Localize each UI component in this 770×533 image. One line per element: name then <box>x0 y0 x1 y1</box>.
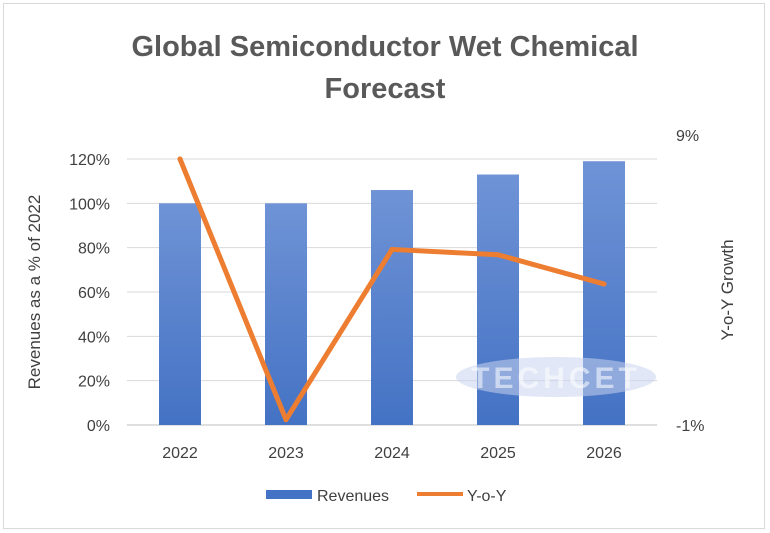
chart-title-line-1: Global Semiconductor Wet Chemical <box>131 31 638 63</box>
legend: Revenues Y-o-Y <box>266 488 507 505</box>
x-tick-label: 2024 <box>374 445 410 462</box>
y-axis-label: Revenues as a % of 2022 <box>25 195 44 390</box>
watermark-text: TECHCET <box>471 362 641 395</box>
y2-tick-label: 9% <box>676 128 699 145</box>
watermark: TECHCET <box>456 357 656 397</box>
yoy-point <box>177 156 183 162</box>
revenue-bar <box>371 190 413 425</box>
y-tick-label: 20% <box>78 374 110 391</box>
chart-title-line-2: Forecast <box>325 73 446 105</box>
legend-swatch-revenues <box>266 490 312 499</box>
left-axis-ticks: 0% 20% 40% 60% 80% 100% 120% <box>69 152 110 435</box>
y-tick-label: 60% <box>78 285 110 302</box>
right-axis-ticks: -1% 9% <box>676 128 704 435</box>
revenue-bar <box>159 203 201 425</box>
y2-axis-label: Y-o-Y Growth <box>718 239 737 340</box>
x-tick-label: 2022 <box>162 445 198 462</box>
x-axis-ticks: 2022 2023 2024 2025 2026 <box>162 445 622 462</box>
legend-label-yoy: Y-o-Y <box>467 488 507 505</box>
y-tick-label: 0% <box>87 418 110 435</box>
x-tick-label: 2025 <box>480 445 516 462</box>
y-tick-label: 120% <box>69 152 110 169</box>
yoy-point <box>389 246 395 252</box>
y-tick-label: 40% <box>78 329 110 346</box>
yoy-point <box>601 281 607 287</box>
yoy-line <box>177 156 607 423</box>
y2-tick-label: -1% <box>676 418 704 435</box>
watermark-ellipse <box>456 357 656 397</box>
y-tick-label: 100% <box>69 196 110 213</box>
y-tick-label: 80% <box>78 241 110 258</box>
x-tick-label: 2023 <box>268 445 304 462</box>
yoy-point <box>283 417 289 423</box>
yoy-point <box>495 252 501 258</box>
x-tick-label: 2026 <box>586 445 622 462</box>
legend-label-revenues: Revenues <box>317 488 389 505</box>
